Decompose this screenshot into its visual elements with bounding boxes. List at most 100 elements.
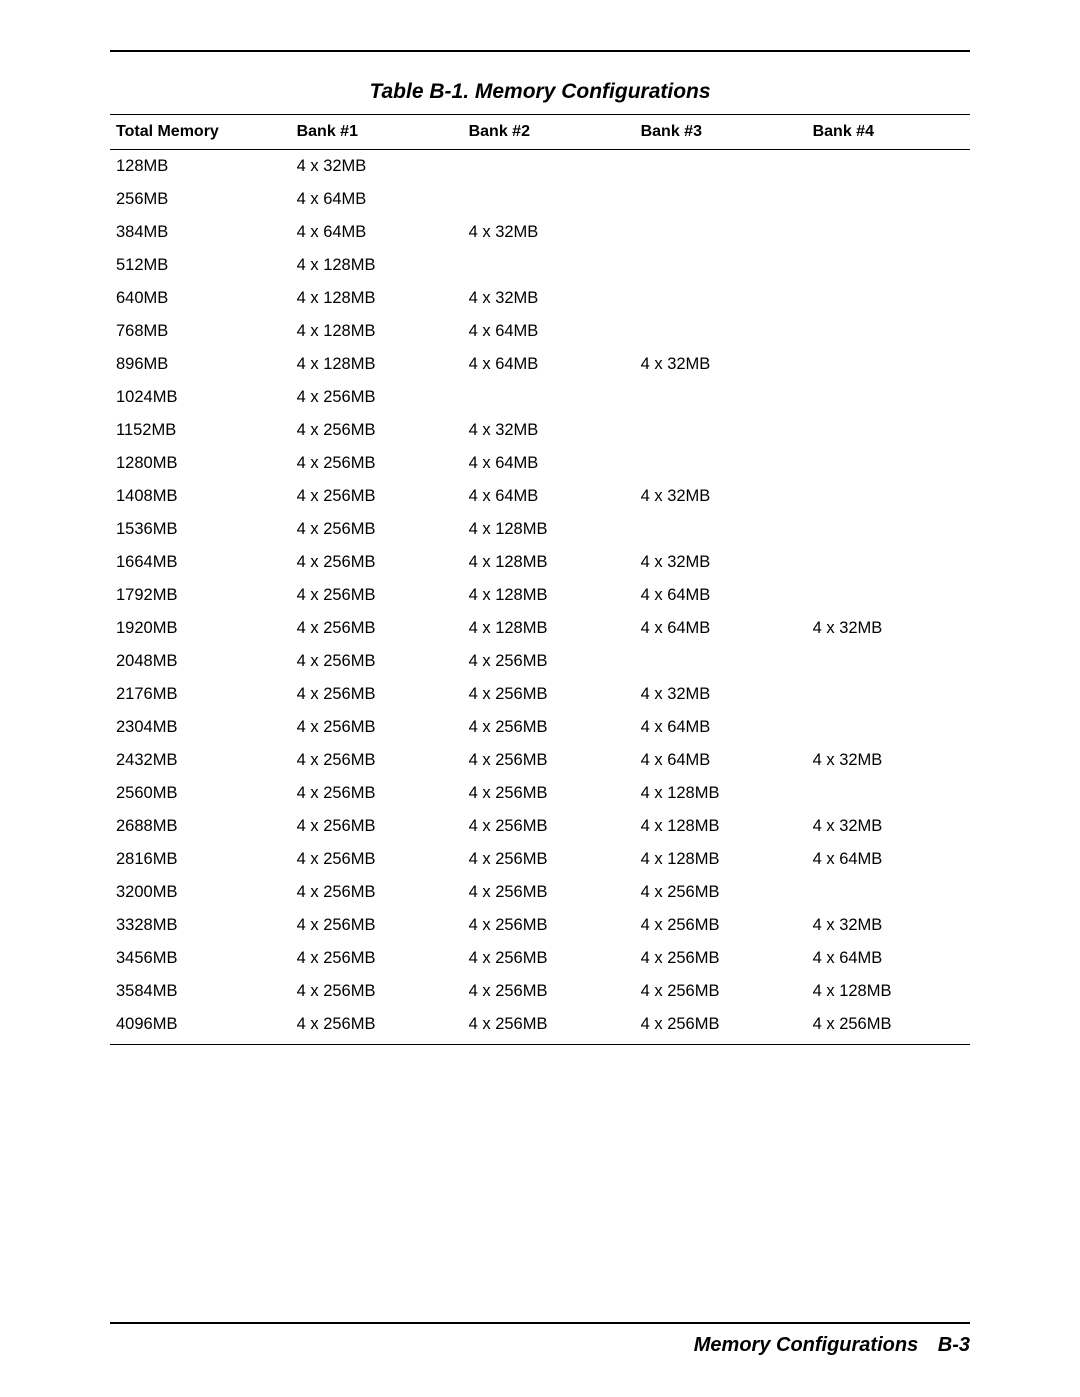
table-row: 2304MB4 x 256MB4 x 256MB4 x 64MB	[110, 711, 970, 744]
table-cell	[807, 216, 970, 249]
table-row: 1152MB4 x 256MB4 x 32MB	[110, 414, 970, 447]
table-cell	[807, 447, 970, 480]
page-footer: Memory Configurations B-3	[110, 1322, 970, 1357]
table-cell	[635, 282, 807, 315]
table-row: 1536MB4 x 256MB4 x 128MB	[110, 513, 970, 546]
table-cell: 4 x 256MB	[635, 909, 807, 942]
table-row: 2688MB4 x 256MB4 x 256MB4 x 128MB4 x 32M…	[110, 810, 970, 843]
table-cell: 1664MB	[110, 546, 291, 579]
table-cell: 4 x 256MB	[291, 843, 463, 876]
col-header-bank-1: Bank #1	[291, 115, 463, 150]
table-title: Table B-1. Memory Configurations	[110, 80, 970, 104]
table-cell	[463, 150, 635, 184]
table-cell: 4 x 64MB	[635, 579, 807, 612]
table-cell: 4 x 256MB	[463, 711, 635, 744]
table-cell	[807, 678, 970, 711]
table-cell: 4 x 128MB	[635, 810, 807, 843]
table-cell	[463, 249, 635, 282]
table-row: 1792MB4 x 256MB4 x 128MB4 x 64MB	[110, 579, 970, 612]
table-cell: 4 x 64MB	[463, 348, 635, 381]
table-row: 1408MB4 x 256MB4 x 64MB4 x 32MB	[110, 480, 970, 513]
table-row: 2176MB4 x 256MB4 x 256MB4 x 32MB	[110, 678, 970, 711]
table-cell: 4 x 128MB	[463, 546, 635, 579]
table-cell: 4 x 256MB	[291, 645, 463, 678]
table-header-row: Total Memory Bank #1 Bank #2 Bank #3 Ban…	[110, 115, 970, 150]
table-cell	[807, 480, 970, 513]
table-cell: 2432MB	[110, 744, 291, 777]
table-cell: 4 x 256MB	[291, 711, 463, 744]
table-cell: 4 x 256MB	[463, 678, 635, 711]
table-cell: 4 x 256MB	[463, 975, 635, 1008]
table-cell: 4 x 128MB	[291, 315, 463, 348]
table-cell: 4 x 64MB	[807, 843, 970, 876]
table-cell: 1536MB	[110, 513, 291, 546]
table-cell: 4 x 32MB	[291, 150, 463, 184]
table-cell: 4 x 128MB	[807, 975, 970, 1008]
memory-config-table: Total Memory Bank #1 Bank #2 Bank #3 Ban…	[110, 114, 970, 1045]
footer-rule	[110, 1322, 970, 1324]
table-cell: 4 x 256MB	[463, 777, 635, 810]
table-cell	[807, 183, 970, 216]
table-cell: 4 x 256MB	[463, 909, 635, 942]
table-cell: 4 x 128MB	[291, 249, 463, 282]
table-cell: 640MB	[110, 282, 291, 315]
table-body: 128MB4 x 32MB256MB4 x 64MB384MB4 x 64MB4…	[110, 150, 970, 1045]
table-row: 4096MB4 x 256MB4 x 256MB4 x 256MB4 x 256…	[110, 1008, 970, 1045]
table-cell: 4 x 256MB	[635, 942, 807, 975]
table-cell	[635, 381, 807, 414]
top-rule	[110, 50, 970, 52]
table-cell: 4 x 32MB	[463, 282, 635, 315]
table-cell: 4 x 256MB	[635, 1008, 807, 1045]
table-cell: 2304MB	[110, 711, 291, 744]
table-cell: 4096MB	[110, 1008, 291, 1045]
table-cell: 4 x 256MB	[807, 1008, 970, 1045]
table-row: 3200MB4 x 256MB4 x 256MB4 x 256MB	[110, 876, 970, 909]
table-cell: 4 x 128MB	[463, 612, 635, 645]
table-cell: 4 x 256MB	[463, 843, 635, 876]
table-cell: 4 x 256MB	[291, 678, 463, 711]
table-cell: 768MB	[110, 315, 291, 348]
table-cell: 4 x 128MB	[291, 348, 463, 381]
table-cell: 4 x 32MB	[807, 744, 970, 777]
table-cell	[807, 711, 970, 744]
table-cell	[807, 315, 970, 348]
table-cell: 2688MB	[110, 810, 291, 843]
table-cell: 4 x 128MB	[635, 843, 807, 876]
table-row: 1280MB4 x 256MB4 x 64MB	[110, 447, 970, 480]
table-cell	[807, 777, 970, 810]
table-row: 1920MB4 x 256MB4 x 128MB4 x 64MB4 x 32MB	[110, 612, 970, 645]
table-cell: 4 x 256MB	[635, 975, 807, 1008]
table-cell: 4 x 256MB	[291, 513, 463, 546]
table-cell	[635, 414, 807, 447]
table-cell: 4 x 128MB	[635, 777, 807, 810]
table-cell: 1280MB	[110, 447, 291, 480]
table-cell: 4 x 256MB	[291, 612, 463, 645]
table-row: 1024MB4 x 256MB	[110, 381, 970, 414]
table-cell: 4 x 32MB	[463, 414, 635, 447]
table-cell: 4 x 256MB	[291, 579, 463, 612]
table-row: 640MB4 x 128MB4 x 32MB	[110, 282, 970, 315]
table-cell: 4 x 256MB	[291, 810, 463, 843]
table-cell: 4 x 64MB	[463, 480, 635, 513]
table-cell	[807, 645, 970, 678]
table-cell: 4 x 256MB	[463, 810, 635, 843]
table-cell: 2560MB	[110, 777, 291, 810]
table-cell: 1920MB	[110, 612, 291, 645]
table-cell: 896MB	[110, 348, 291, 381]
col-header-bank-3: Bank #3	[635, 115, 807, 150]
table-cell: 4 x 256MB	[463, 645, 635, 678]
table-cell	[635, 315, 807, 348]
table-cell	[635, 513, 807, 546]
table-cell	[635, 150, 807, 184]
table-cell: 384MB	[110, 216, 291, 249]
table-cell: 4 x 256MB	[291, 975, 463, 1008]
table-cell: 4 x 256MB	[291, 414, 463, 447]
table-cell: 3456MB	[110, 942, 291, 975]
table-cell	[635, 249, 807, 282]
table-cell	[635, 447, 807, 480]
table-cell	[807, 348, 970, 381]
table-cell: 4 x 256MB	[463, 942, 635, 975]
table-row: 3456MB4 x 256MB4 x 256MB4 x 256MB4 x 64M…	[110, 942, 970, 975]
table-cell: 4 x 64MB	[635, 612, 807, 645]
table-cell: 3584MB	[110, 975, 291, 1008]
